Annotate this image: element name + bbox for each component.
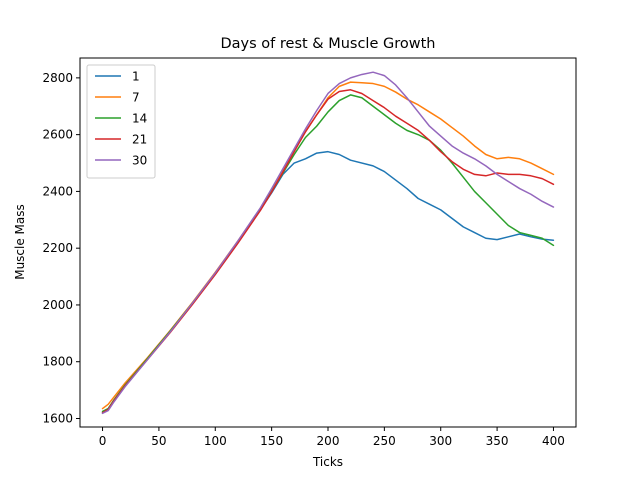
x-tick-label: 350 [486,434,509,448]
chart-title: Days of rest & Muscle Growth [221,36,436,52]
y-tick-label: 2000 [42,298,73,312]
y-tick-label: 2200 [42,241,73,255]
x-tick-label: 300 [429,434,452,448]
x-tick-label: 200 [317,434,340,448]
x-tick-label: 400 [542,434,565,448]
y-axis-ticks: 1600 1800 2000 2200 2400 2600 2800 [42,71,80,425]
x-tick-label: 150 [260,434,283,448]
x-axis-label: Ticks [312,455,343,469]
y-tick-label: 1800 [42,355,73,369]
legend-label-21: 21 [132,133,147,147]
x-tick-label: 50 [151,434,166,448]
y-axis-label: Muscle Mass [13,204,27,280]
y-tick-label: 2600 [42,128,73,142]
legend-label-1: 1 [132,70,140,84]
legend-label-30: 30 [132,154,147,168]
legend-label-7: 7 [132,91,140,105]
series-line-30 [101,71,555,415]
plot-lines [101,71,555,415]
legend: 1 7 14 21 30 [86,64,156,179]
legend-box [86,64,156,179]
y-tick-label: 1600 [42,411,73,425]
x-tick-label: 0 [99,434,107,448]
legend-label-14: 14 [132,112,147,126]
y-tick-label: 2800 [42,71,73,85]
y-tick-label: 2400 [42,184,73,198]
x-axis-ticks: 0 50 100 150 200 250 300 350 400 [99,427,565,448]
series-line-21 [101,89,555,414]
x-tick-label: 250 [373,434,396,448]
x-tick-label: 100 [204,434,227,448]
